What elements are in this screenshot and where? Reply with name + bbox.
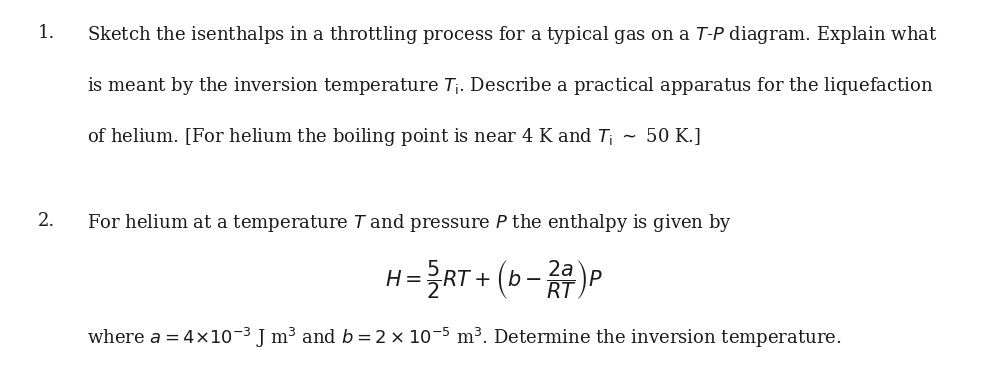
Text: For helium at a temperature $T$ and pressure $P$ the enthalpy is given by: For helium at a temperature $T$ and pres…: [87, 212, 732, 234]
Text: where $a = 4{\times}10^{-3}$ J m$^3$ and $b = 2 \times 10^{-5}$ m$^3$. Determine: where $a = 4{\times}10^{-3}$ J m$^3$ and…: [87, 326, 842, 350]
Text: $H = \dfrac{5}{2}RT + \left(b - \dfrac{2a}{RT}\right)P$: $H = \dfrac{5}{2}RT + \left(b - \dfrac{2…: [385, 258, 603, 301]
Text: Sketch the isenthalps in a throttling process for a typical gas on a $T$-$P$ dia: Sketch the isenthalps in a throttling pr…: [87, 24, 938, 46]
Text: 2.: 2.: [38, 212, 54, 230]
Text: is meant by the inversion temperature $T_{\rm i}$. Describe a practical apparatu: is meant by the inversion temperature $T…: [87, 75, 934, 97]
Text: of helium. [For helium the boiling point is near 4 K and $T_{\rm i}$ $\sim$ 50 K: of helium. [For helium the boiling point…: [87, 126, 700, 148]
Text: 1.: 1.: [38, 24, 55, 42]
